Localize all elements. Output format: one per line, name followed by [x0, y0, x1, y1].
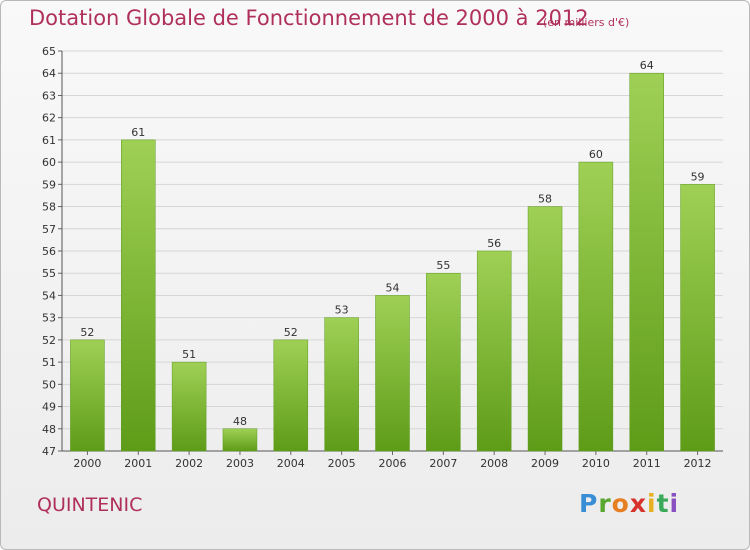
- value-label-2011: 64: [640, 59, 654, 72]
- bar-2008: [476, 250, 512, 452]
- value-label-2002: 51: [182, 348, 196, 361]
- value-label-2010: 60: [589, 148, 603, 161]
- value-label-2006: 54: [386, 281, 400, 294]
- y-tick-label: 57: [42, 223, 56, 236]
- chart-subtitle: (en milliers d'€): [543, 16, 630, 29]
- y-tick-label: 56: [42, 245, 56, 258]
- y-tick-label: 52: [42, 334, 56, 347]
- y-tick-label: 49: [42, 401, 56, 414]
- bar-2005: [324, 317, 359, 452]
- bar-2012: [680, 184, 715, 452]
- y-tick-label: 60: [42, 156, 56, 169]
- bar-2003: [222, 428, 258, 452]
- bar-2009: [527, 206, 563, 452]
- value-label-2000: 52: [80, 326, 94, 339]
- bar-2002: [171, 361, 207, 452]
- y-tick-label: 53: [42, 312, 56, 325]
- bar-2011: [629, 72, 664, 452]
- x-tick-label-2006: 2006: [379, 457, 407, 470]
- value-label-2012: 59: [691, 170, 705, 183]
- value-label-2005: 53: [335, 304, 349, 317]
- y-tick-label: 54: [42, 289, 56, 302]
- y-tick-label: 47: [42, 445, 56, 458]
- value-label-2003: 48: [233, 415, 247, 428]
- y-tick-label: 61: [42, 134, 56, 147]
- y-tick-label: 63: [42, 89, 56, 102]
- commune-name: QUINTENIC: [37, 494, 143, 516]
- chart-title: Dotation Globale de Fonctionnement de 20…: [29, 6, 589, 30]
- x-tick-label-2009: 2009: [531, 457, 559, 470]
- x-tick-label-2010: 2010: [582, 457, 610, 470]
- y-tick-label: 64: [42, 67, 56, 80]
- value-label-2009: 58: [538, 193, 552, 206]
- y-tick-label: 55: [42, 267, 56, 280]
- x-tick-label-2001: 2001: [124, 457, 152, 470]
- bar-2007: [426, 272, 461, 452]
- proxiti-logo: Proxiti: [579, 489, 680, 518]
- value-label-2008: 56: [487, 237, 501, 250]
- x-tick-label-2002: 2002: [175, 457, 203, 470]
- value-label-2001: 61: [131, 126, 145, 139]
- x-tick-label-2007: 2007: [429, 457, 457, 470]
- x-tick-label-2004: 2004: [277, 457, 305, 470]
- x-tick-label-2005: 2005: [328, 457, 356, 470]
- x-tick-label-2003: 2003: [226, 457, 254, 470]
- y-tick-label: 58: [42, 201, 56, 214]
- value-label-2004: 52: [284, 326, 298, 339]
- bar-chart: 47 48 49 50 51 52 53 54 55 56 57 58 59 60 61 62 63 64 65 20…: [42, 45, 723, 470]
- y-tick-label: 62: [42, 112, 56, 125]
- bar-2004: [273, 339, 309, 452]
- bar-2006: [375, 295, 410, 452]
- bar-2010: [578, 161, 614, 452]
- y-tick-label: 59: [42, 178, 56, 191]
- y-tick-label: 51: [42, 356, 56, 369]
- y-tick-label: 48: [42, 423, 56, 436]
- x-tick-label-2000: 2000: [73, 457, 101, 470]
- bar-2001: [121, 139, 156, 452]
- y-tick-label: 50: [42, 378, 56, 391]
- x-tick-label-2008: 2008: [480, 457, 508, 470]
- y-tick-label: 65: [42, 45, 56, 58]
- value-label-2007: 55: [436, 259, 450, 272]
- x-tick-label-2012: 2012: [684, 457, 712, 470]
- bar-2000: [70, 339, 105, 452]
- x-tick-label-2011: 2011: [633, 457, 661, 470]
